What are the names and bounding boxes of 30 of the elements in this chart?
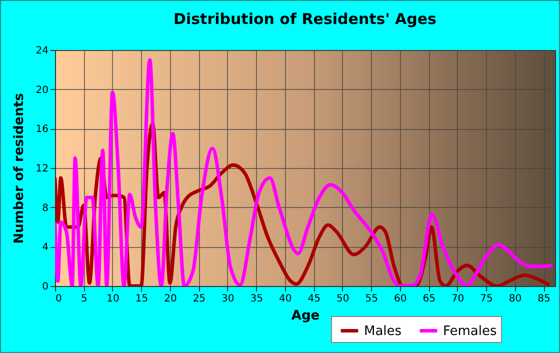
legend-label: Females [443,324,498,339]
y-tick-label: 24 [36,46,48,56]
chart-title: Distribution of Residents' Ages [174,10,437,28]
x-tick-label: 10 [106,294,120,304]
legend-label: Males [364,324,402,339]
x-tick-label: 0 [56,294,62,304]
y-tick-label: 4 [42,242,48,254]
x-tick-label: 60 [394,294,407,304]
y-tick-label: 0 [42,282,48,292]
y-axis-title: Number of residents [12,92,27,244]
y-tick-label: 8 [42,202,48,214]
x-tick-label: 20 [164,294,177,304]
x-tick-label: 30 [222,294,234,304]
x-axis-title: Age [291,308,320,324]
x-tick-label: 75 [480,294,493,304]
x-tick-label: 80 [508,294,522,304]
x-tick-label: 50 [336,294,350,304]
x-tick-label: 40 [279,294,292,304]
x-tick-label: 70 [451,294,464,304]
y-tick-label: 16 [36,124,48,136]
x-tick-label: 15 [135,294,148,304]
x-tick-label: 55 [365,294,378,304]
y-tick-label: 20 [36,84,48,96]
x-tick-label: 65 [422,294,436,304]
x-tick-label: 25 [192,294,206,304]
y-tick-label: 12 [36,164,48,174]
x-tick-label: 85 [538,294,550,304]
x-tick-label: 45 [308,294,320,304]
x-tick-label: 35 [250,294,264,304]
x-tick-label: 5 [81,294,88,304]
